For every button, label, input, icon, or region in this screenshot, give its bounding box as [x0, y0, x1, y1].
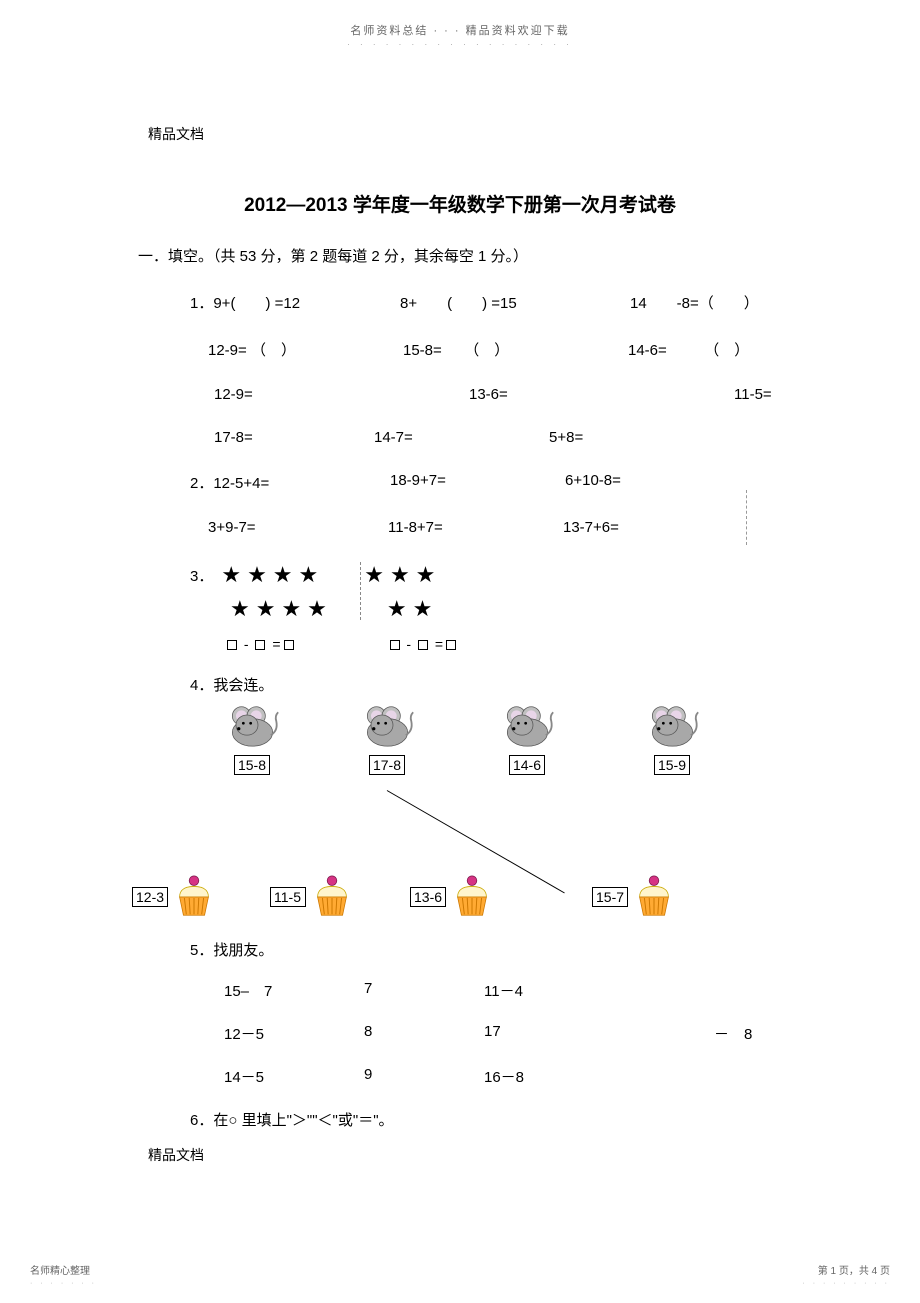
q5-label: 5．找朋友。 — [190, 939, 772, 960]
cupcake-val-box: 12-3 — [132, 887, 168, 907]
mouse-item: 17-8 — [352, 701, 422, 775]
footer-dots-l: · · · · · · · — [30, 1280, 97, 1287]
q1-r4a: 17-8= — [214, 429, 374, 446]
friend-c3: 17 — [484, 1023, 714, 1044]
doc-label-bottom: 精品文档 — [148, 1145, 204, 1165]
q3-stars-bl: ★★★★ — [230, 596, 333, 622]
q3-divider — [360, 562, 361, 620]
mouse-item: 15-8 — [217, 701, 287, 775]
cupcake-item: 12-3 — [132, 873, 218, 921]
q1-r1a: 1．9+( ) =12 — [190, 292, 400, 313]
question-2: 2．12-5+4= 18-9+7= 6+10-8= 3+9-7= 11-8+7=… — [190, 472, 772, 536]
header-dots: · · · · · · · · · · · · · · · · · · — [0, 40, 920, 49]
friend-c3: 16－8 — [484, 1066, 714, 1087]
q2-r2c: 13-7+6= — [563, 519, 619, 536]
mouse-item: 15-9 — [637, 701, 707, 775]
q3-right-divider — [746, 490, 747, 545]
q1-r2a: 12-9= （ ） — [208, 339, 403, 360]
q3-stars-br: ★★ — [387, 596, 438, 622]
friend-c2: 8 — [364, 1023, 484, 1044]
section1-heading: 一．填空。（共 53 分，第 2 题每道 2 分，其余每空 1 分。） — [138, 245, 772, 266]
q1-r1b: 8+ ( ) =15 — [400, 292, 630, 313]
friend-row: 14－5 9 16－8 — [224, 1066, 772, 1087]
friend-c2: 9 — [364, 1066, 484, 1087]
q1-r3b: 13-6= — [469, 386, 734, 403]
q6-label: 6．在○ 里填上"＞""＜"或"＝"。 — [190, 1109, 772, 1130]
q2-r1c: 6+10-8= — [565, 472, 621, 493]
friend-c1: 15– 7 — [224, 980, 364, 1001]
page-title: 2012—2013 学年度一年级数学下册第一次月考试卷 — [148, 190, 772, 217]
doc-label-top: 精品文档 — [148, 124, 772, 144]
footer-right: 第 1 页，共 4 页 — [818, 1262, 890, 1277]
q3-box-eq-2: - = — [387, 636, 460, 652]
q1-r2b: 15-8= （ ） — [403, 339, 628, 360]
footer-dots-r: · · · · · · · · · — [802, 1280, 890, 1287]
q2-r1b: 18-9+7= — [390, 472, 565, 493]
q3-stars-tr: ★★★ — [364, 562, 441, 588]
friend-row: 12－5 8 17 － 8 — [224, 1023, 772, 1044]
cupcake-val-box: 13-6 — [410, 887, 446, 907]
cupcake-val-box: 11-5 — [270, 887, 306, 907]
q3-stars-tl: ★★★★ — [221, 562, 324, 588]
q1-r1c: 14 -8=（ ） — [630, 292, 759, 313]
cupcake-val-box: 15-7 — [592, 887, 628, 907]
question-5: 5．找朋友。 15– 7 7 11－4 12－5 8 17 － 8 14－5 9 … — [190, 939, 772, 1087]
q3-label: 3． — [190, 565, 213, 586]
friend-c1: 14－5 — [224, 1066, 364, 1087]
question-3: 3． ★★★★ ★★★ ★★★★ ★★ - = - = — [190, 562, 772, 652]
q1-r2c: 14-6= （ ） — [628, 339, 749, 360]
question-4: 4．我会连。 15-8 17-8 14- — [190, 674, 772, 925]
q2-r2a: 3+9-7= — [208, 519, 388, 536]
friend-c3: 11－4 — [484, 980, 714, 1001]
cupcake-item: 15-7 — [592, 873, 678, 921]
mouse-val-box: 15-9 — [654, 755, 690, 775]
friend-c1: 12－5 — [224, 1023, 364, 1044]
friend-c2: 7 — [364, 980, 484, 1001]
friend-c4: － 8 — [714, 1023, 752, 1044]
q1-r3a: 12-9= — [214, 386, 469, 403]
footer-left: 名师精心整理 — [30, 1262, 90, 1277]
q1-r3c: 11-5= — [734, 386, 772, 403]
mouse-val-box: 14-6 — [509, 755, 545, 775]
connect-area: 15-8 17-8 14-6 15-912-3 — [162, 695, 772, 925]
cupcake-item: 11-5 — [270, 873, 356, 921]
mouse-val-box: 17-8 — [369, 755, 405, 775]
content: 精品文档 2012—2013 学年度一年级数学下册第一次月考试卷 一．填空。（共… — [0, 49, 920, 1130]
q1-r4c: 5+8= — [549, 429, 583, 446]
question-1: 1．9+( ) =12 8+ ( ) =15 14 -8=（ ） 12-9= （… — [190, 292, 772, 446]
q2-r1a: 2．12-5+4= — [190, 472, 390, 493]
question-6: 6．在○ 里填上"＞""＜"或"＝"。 — [190, 1109, 772, 1130]
friend-row: 15– 7 7 11－4 — [224, 980, 772, 1001]
q3-box-eq-1: - = — [224, 636, 297, 652]
mouse-val-box: 15-8 — [234, 755, 270, 775]
header-note: 名师资料总结 · · · 精品资料欢迎下载 — [0, 0, 920, 38]
q1-r4b: 14-7= — [374, 429, 549, 446]
q2-r2b: 11-8+7= — [388, 519, 563, 536]
q4-label: 4．我会连。 — [190, 674, 772, 695]
cupcake-item: 13-6 — [410, 873, 496, 921]
mouse-item: 14-6 — [492, 701, 562, 775]
